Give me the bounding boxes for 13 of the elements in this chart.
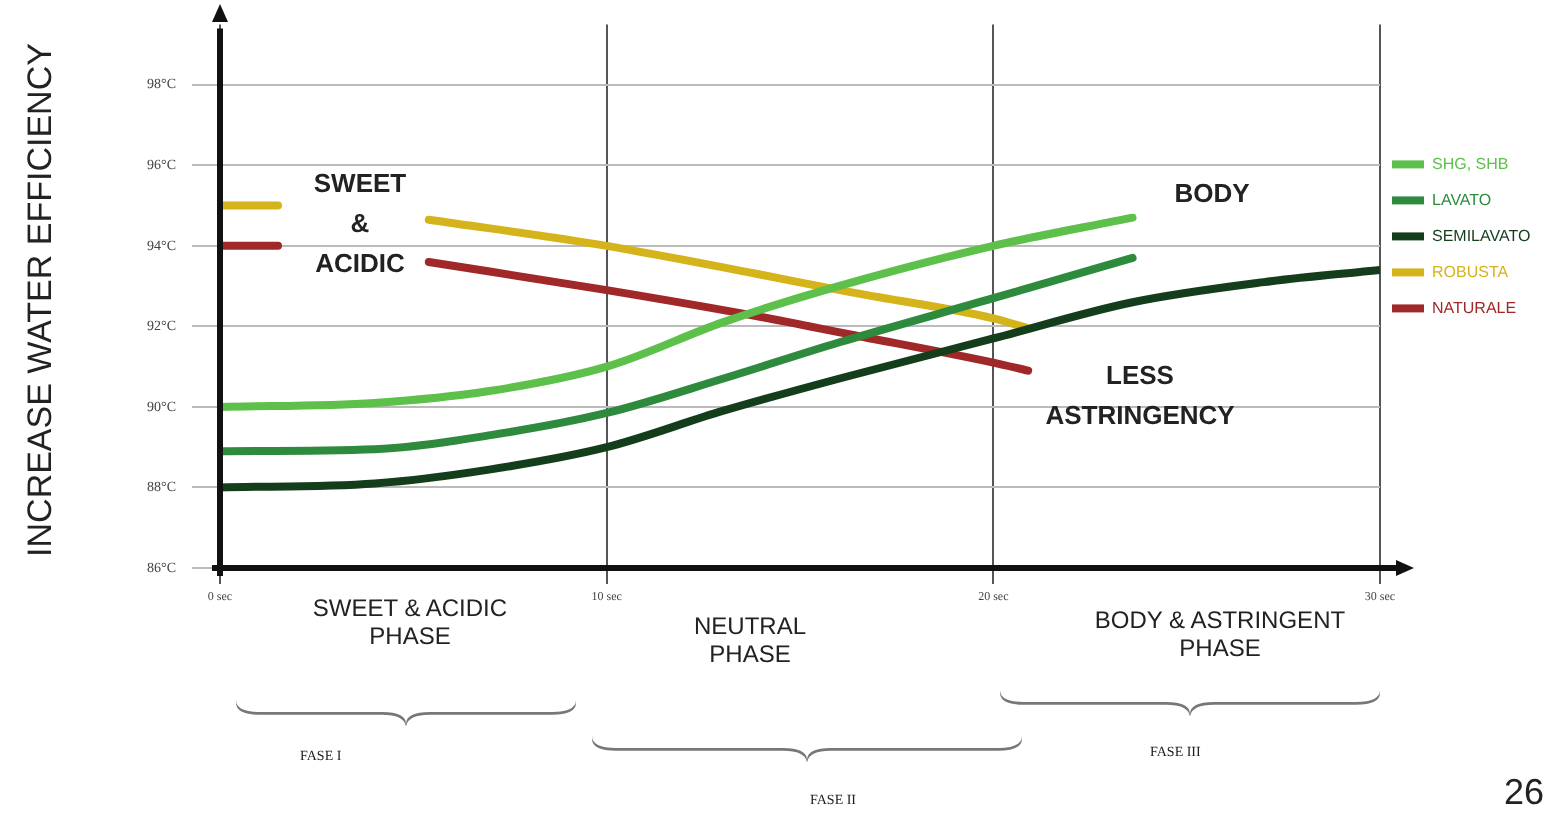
legend-label: LAVATO — [1432, 190, 1492, 209]
legend-label: SEMILAVATO — [1432, 226, 1531, 245]
legend-label: ROBUSTA — [1432, 262, 1510, 281]
text: 26 — [1504, 772, 1545, 814]
annotation: BODY — [1172, 176, 1252, 212]
text: NEUTRAL PHASE — [691, 612, 808, 668]
annotation: SWEET & ACIDIC — [311, 166, 409, 282]
legend-label: NATURALE — [1432, 298, 1517, 317]
text: BODY & ASTRINGENT PHASE — [1092, 606, 1348, 662]
legend-label: SHG, SHB — [1432, 154, 1509, 173]
text: SWEET & ACIDIC PHASE — [310, 594, 510, 650]
annotation: LESS ASTRINGENCY — [1043, 358, 1237, 434]
y-axis-title: INCREASE WATER EFFICIENCY — [20, 43, 60, 557]
